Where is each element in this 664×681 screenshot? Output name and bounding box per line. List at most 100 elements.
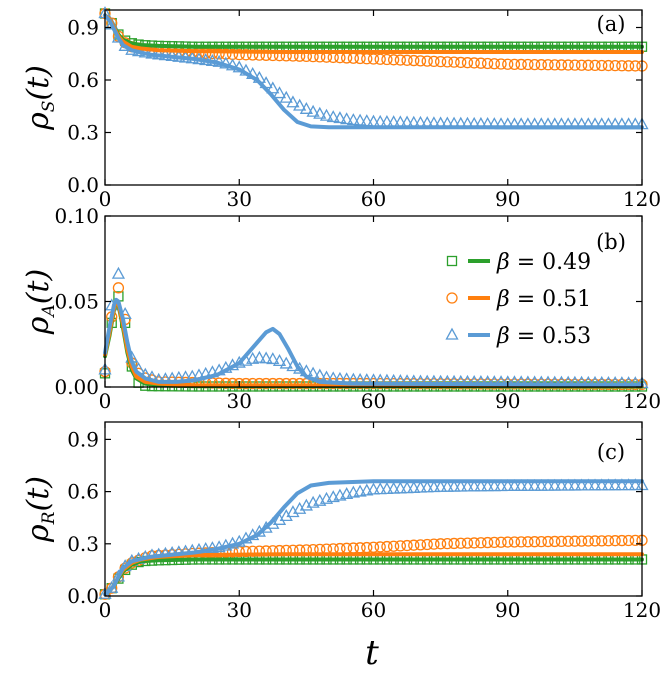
data-point bbox=[460, 479, 475, 492]
data-point bbox=[474, 479, 488, 492]
data-point bbox=[601, 478, 616, 491]
data-point bbox=[602, 535, 615, 547]
data-point bbox=[366, 482, 381, 495]
data-point bbox=[259, 351, 273, 364]
series-3-line bbox=[103, 297, 644, 387]
series-3-markers bbox=[98, 6, 649, 130]
x-tick-label: 60 bbox=[361, 389, 386, 413]
x-tick-label: 0 bbox=[99, 187, 112, 211]
data-point bbox=[448, 537, 460, 550]
data-point bbox=[515, 536, 527, 548]
data-point bbox=[575, 59, 588, 71]
data-point bbox=[447, 479, 461, 492]
data-point bbox=[387, 540, 400, 552]
panel-a: 0 30 60 90 120 0.0 0.3 0.6 0.9 (a) ρS(t) bbox=[21, 6, 661, 211]
data-point bbox=[562, 59, 574, 71]
data-point bbox=[522, 58, 534, 71]
data-point bbox=[400, 481, 414, 494]
y-label-subscript: R bbox=[39, 511, 59, 525]
data-point bbox=[413, 480, 428, 493]
y-axis-label: ρR(t) bbox=[21, 476, 59, 543]
x-tick-label: 60 bbox=[361, 187, 386, 211]
data-point bbox=[306, 104, 320, 117]
data-point bbox=[555, 535, 568, 548]
panel-letter: (c) bbox=[597, 440, 625, 464]
data-point bbox=[589, 535, 601, 547]
y-tick-label: 0.0 bbox=[67, 173, 99, 197]
x-tick-label: 120 bbox=[623, 598, 661, 622]
data-point bbox=[374, 541, 386, 553]
data-point bbox=[534, 478, 548, 491]
data-point bbox=[286, 95, 300, 108]
data-point bbox=[487, 479, 501, 492]
x-tick-label: 60 bbox=[361, 598, 386, 622]
data-point bbox=[279, 356, 293, 369]
data-point bbox=[609, 60, 621, 72]
series-2-markers bbox=[99, 534, 648, 600]
data-point bbox=[353, 113, 367, 126]
data-point bbox=[441, 537, 453, 550]
series-3-line bbox=[103, 13, 644, 130]
data-point bbox=[616, 60, 628, 72]
data-point bbox=[582, 59, 594, 71]
y-label-argument: (t) bbox=[21, 476, 56, 511]
data-point bbox=[220, 377, 232, 389]
data-point bbox=[554, 478, 569, 491]
data-point bbox=[561, 478, 575, 491]
data-point bbox=[542, 535, 554, 548]
y-tick-label: 0.3 bbox=[67, 121, 99, 145]
data-point bbox=[616, 534, 628, 547]
data-point bbox=[421, 55, 433, 67]
x-tick-label: 0 bbox=[99, 389, 112, 413]
data-point bbox=[541, 478, 555, 491]
data-point bbox=[428, 538, 440, 550]
data-point bbox=[393, 481, 407, 494]
data-point bbox=[602, 59, 615, 72]
data-point bbox=[621, 478, 636, 491]
data-point bbox=[381, 53, 393, 66]
data-point bbox=[488, 536, 500, 549]
y-tick-label: 0.10 bbox=[54, 204, 99, 228]
x-axis-label: t bbox=[365, 633, 379, 673]
y-tick-label: 0.9 bbox=[67, 427, 99, 451]
data-point bbox=[272, 354, 287, 367]
data-point bbox=[112, 282, 125, 294]
y-label-symbol: ρ bbox=[21, 112, 56, 131]
x-tick-label: 0 bbox=[99, 598, 112, 622]
y-tick-label: 0.6 bbox=[67, 480, 99, 504]
data-point bbox=[549, 535, 561, 548]
data-point bbox=[508, 536, 521, 548]
data-point bbox=[387, 481, 401, 494]
y-tick-label: 0.05 bbox=[54, 290, 99, 314]
panel-letter: (a) bbox=[597, 12, 626, 36]
data-point bbox=[589, 59, 601, 72]
data-point bbox=[568, 478, 582, 491]
data-point bbox=[481, 57, 494, 70]
x-tick-label: 90 bbox=[495, 187, 520, 211]
data-point bbox=[548, 478, 562, 491]
data-point bbox=[434, 479, 448, 492]
data-point bbox=[569, 59, 581, 71]
axes-frame bbox=[104, 9, 643, 186]
data-point bbox=[461, 57, 474, 69]
data-point bbox=[414, 539, 427, 551]
y-label-symbol: ρ bbox=[21, 524, 56, 543]
data-point bbox=[448, 56, 460, 68]
y-label-argument: (t) bbox=[21, 65, 56, 100]
x-tick-label: 90 bbox=[495, 389, 520, 413]
axes-frame bbox=[104, 421, 643, 597]
data-point bbox=[381, 540, 393, 553]
data-point bbox=[574, 478, 589, 491]
data-point bbox=[468, 57, 480, 69]
data-point bbox=[481, 479, 495, 492]
x-tick-label: 120 bbox=[623, 187, 661, 211]
data-point bbox=[455, 537, 467, 549]
data-point bbox=[507, 478, 522, 491]
data-point bbox=[346, 113, 360, 126]
data-point bbox=[293, 98, 307, 111]
legend-marker bbox=[446, 292, 458, 304]
data-point bbox=[522, 536, 534, 548]
panel-letter: (b) bbox=[596, 230, 626, 254]
data-point bbox=[508, 58, 521, 70]
